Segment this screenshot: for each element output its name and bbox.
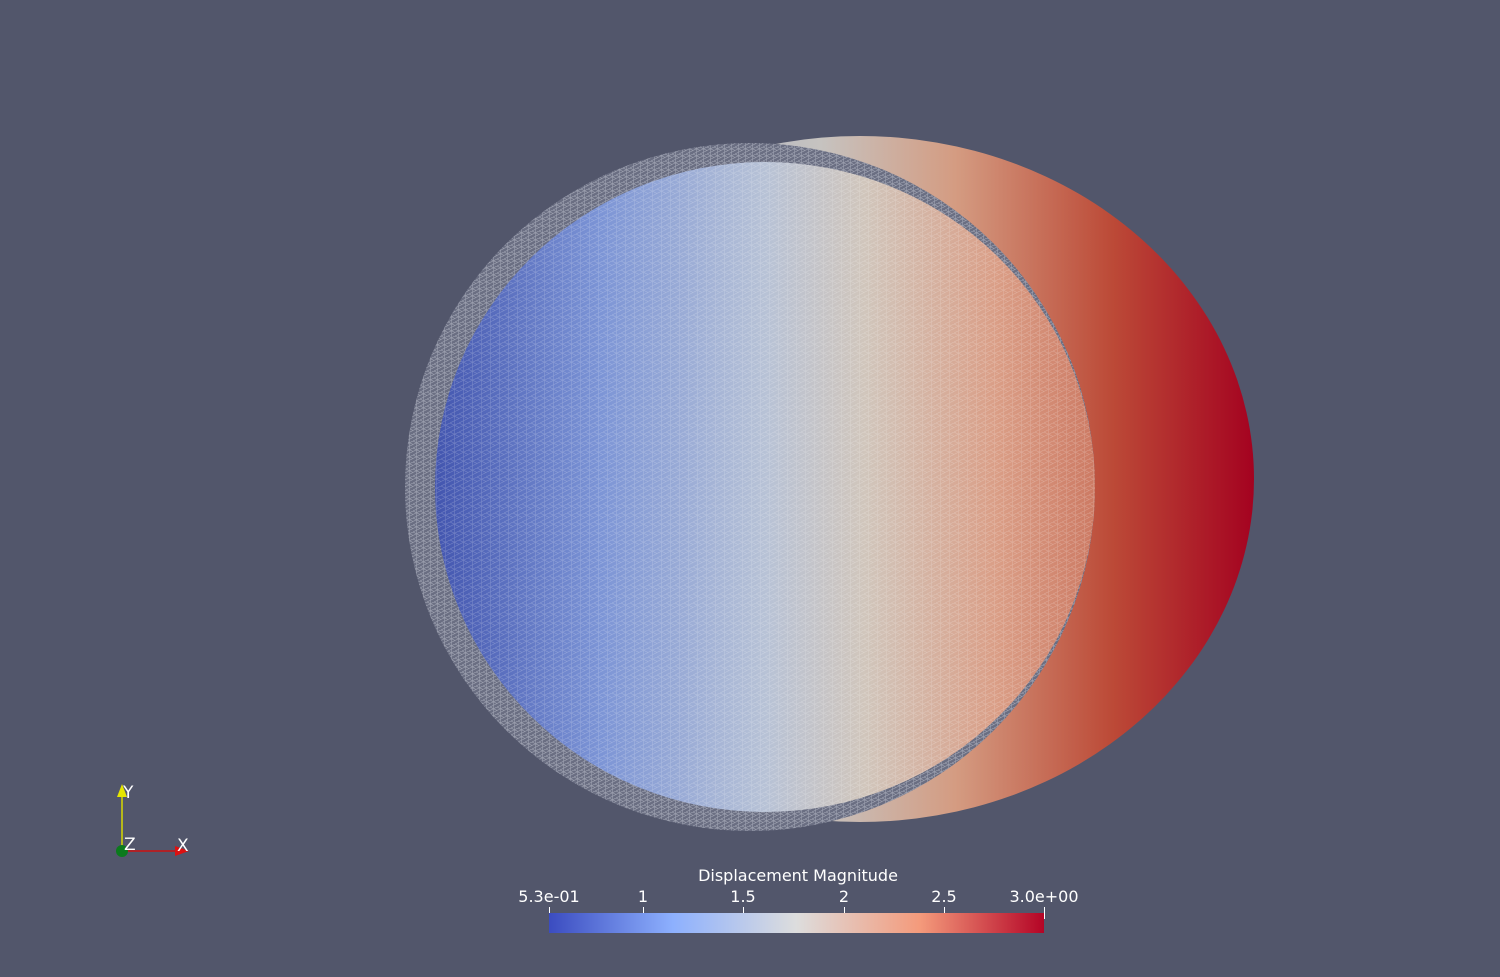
colorbar — [549, 913, 1044, 933]
legend-title: Displacement Magnitude — [698, 866, 898, 885]
legend-tick-label: 5.3e-01 — [518, 887, 580, 906]
x-axis-label: X — [177, 836, 189, 856]
legend-tick-label: 3.0e+00 — [1009, 887, 1079, 906]
z-axis-dot-icon — [116, 845, 128, 857]
orientation-axes: Y X Z — [116, 783, 189, 857]
y-axis-label: Y — [122, 783, 134, 803]
legend-tick-label: 2 — [838, 887, 850, 906]
overlap-mesh-wire — [435, 162, 1095, 812]
x-axis-arrow-icon — [175, 846, 189, 856]
legend-tick-label: 1.5 — [730, 887, 756, 906]
y-axis-arrow-icon — [117, 784, 127, 797]
z-axis-label: Z — [124, 835, 136, 855]
legend-tick-label: 1 — [637, 887, 649, 906]
legend-tick-label: 2.5 — [931, 887, 957, 906]
legend-tick-mark — [1044, 907, 1045, 919]
